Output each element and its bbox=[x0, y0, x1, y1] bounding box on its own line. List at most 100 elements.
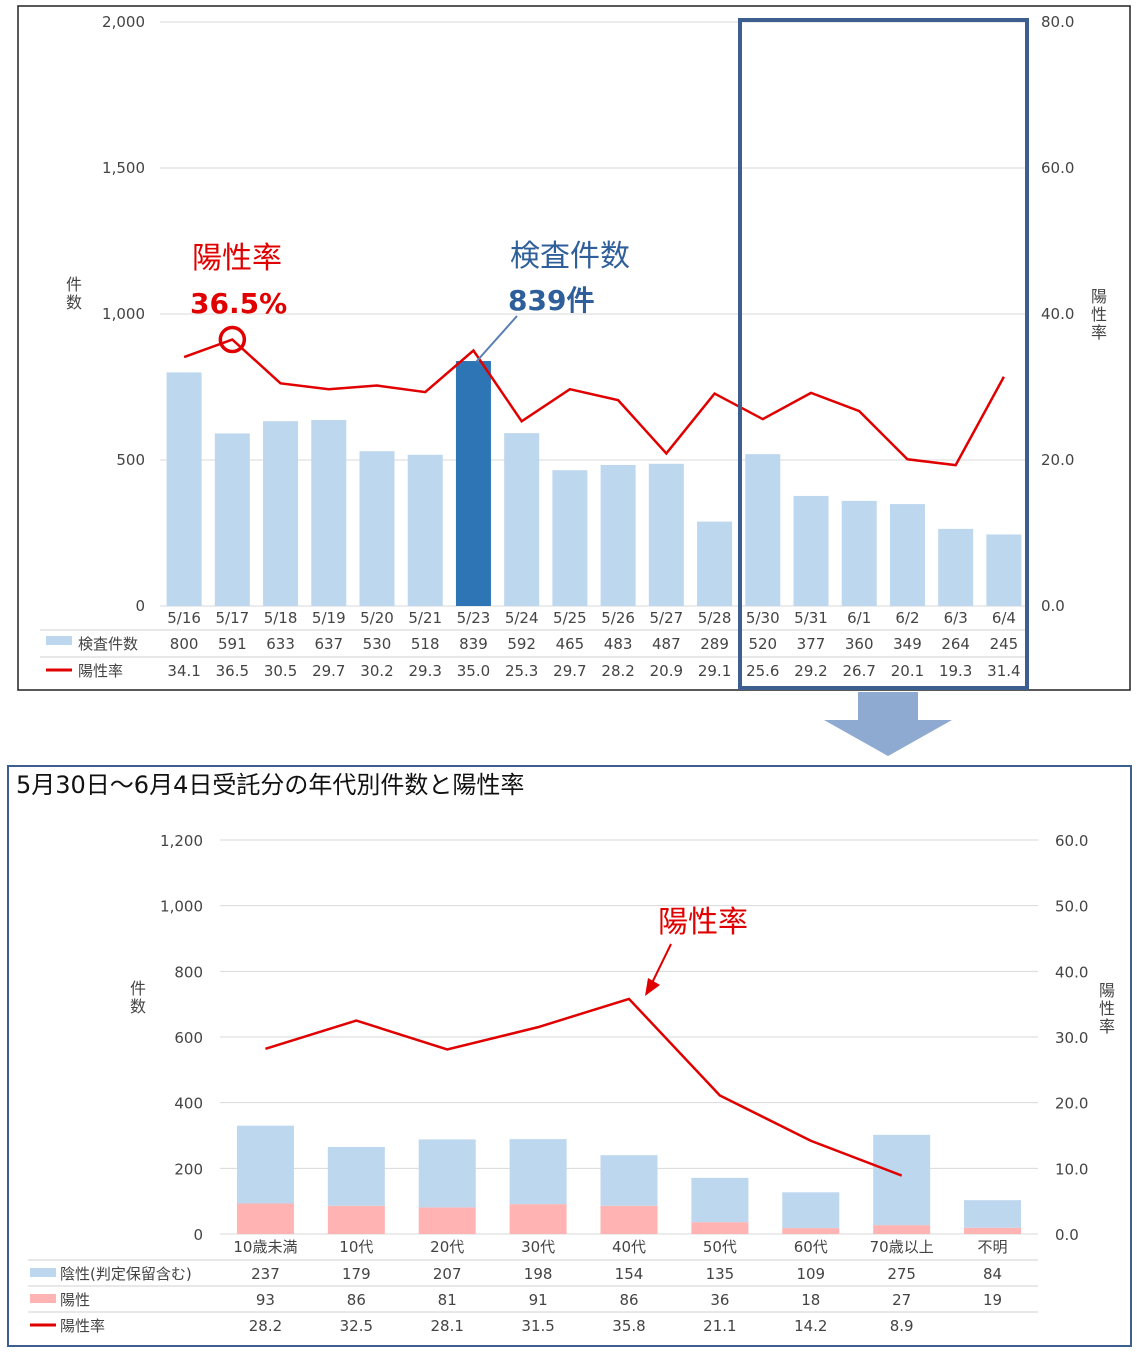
bottom-bar-negative bbox=[964, 1200, 1022, 1228]
bottom-bar-positive bbox=[418, 1207, 476, 1234]
bottom-rate-cell: 14.2 bbox=[794, 1317, 827, 1335]
top-category-label: 5/21 bbox=[408, 609, 442, 627]
top-category-label: 5/30 bbox=[746, 609, 780, 627]
top-rate-cell: 30.5 bbox=[264, 662, 297, 680]
bottom-positive-cell: 91 bbox=[529, 1291, 548, 1309]
top-category-label: 5/18 bbox=[264, 609, 298, 627]
top-data-table: 5/16 800 34.1 5/17 591 36.5 5/18 633 30.5 5/19 637… bbox=[40, 609, 1028, 680]
top-rate-cell: 20.9 bbox=[650, 662, 683, 680]
top-bar bbox=[263, 421, 299, 606]
top-rate-cell: 25.3 bbox=[505, 662, 538, 680]
top-count-cell: 264 bbox=[941, 635, 970, 653]
bottom-category-label: 40代 bbox=[612, 1238, 646, 1256]
bottom-category-label: 20代 bbox=[430, 1238, 464, 1256]
bottom-rate-cell: 28.2 bbox=[249, 1317, 282, 1335]
bottom-left-tick-label: 600 bbox=[174, 1029, 203, 1047]
bottom-left-tick-label: 800 bbox=[174, 963, 203, 981]
bottom-bar-negative bbox=[509, 1139, 567, 1205]
top-count-cell: 349 bbox=[893, 635, 922, 653]
bottom-legend-positive-label: 陽性 bbox=[60, 1291, 90, 1309]
top-category-label: 6/2 bbox=[895, 609, 919, 627]
bottom-rate-cell: 35.8 bbox=[612, 1317, 645, 1335]
bottom-rate-polyline bbox=[265, 997, 903, 1177]
bottom-bar-negative bbox=[691, 1177, 749, 1223]
top-rate-cell: 34.1 bbox=[167, 662, 200, 680]
top-rate-polyline bbox=[183, 338, 1005, 467]
bottom-right-tick-label: 30.0 bbox=[1055, 1029, 1088, 1047]
bottom-rate-cell: 8.9 bbox=[890, 1317, 914, 1335]
top-count-cell: 800 bbox=[170, 635, 199, 653]
bottom-chart-frame bbox=[7, 765, 1132, 1347]
bottom-category-label: 30代 bbox=[521, 1238, 555, 1256]
top-rate-cell: 29.7 bbox=[312, 662, 345, 680]
top-rate-cell: 30.2 bbox=[360, 662, 393, 680]
top-category-label: 5/25 bbox=[553, 609, 587, 627]
bottom-positive-cell: 81 bbox=[438, 1291, 457, 1309]
bottom-bar-positive bbox=[600, 1205, 658, 1234]
bottom-bar-negative bbox=[418, 1139, 476, 1208]
bottom-bar-positive bbox=[691, 1222, 749, 1234]
top-count-cell: 530 bbox=[363, 635, 392, 653]
bottom-rate-cell: 31.5 bbox=[521, 1317, 554, 1335]
top-bar bbox=[455, 361, 491, 606]
top-category-label: 5/28 bbox=[698, 609, 732, 627]
top-bar bbox=[697, 521, 733, 606]
top-bar bbox=[214, 433, 250, 606]
bottom-legend-rate-label: 陽性率 bbox=[60, 1317, 105, 1335]
top-legend-count-label: 検査件数 bbox=[78, 635, 138, 653]
bottom-left-tick-label: 200 bbox=[174, 1160, 203, 1178]
bottom-rate-cell: 21.1 bbox=[703, 1317, 736, 1335]
top-bar bbox=[841, 500, 877, 606]
bottom-positive-cell: 86 bbox=[619, 1291, 638, 1309]
top-bar bbox=[889, 504, 925, 606]
bottom-bar-negative bbox=[236, 1125, 294, 1204]
highlight-box-5-30-to-6-4 bbox=[738, 18, 1029, 690]
bottom-bar-positive bbox=[964, 1227, 1022, 1234]
top-bar bbox=[600, 464, 636, 606]
top-bar bbox=[166, 372, 202, 606]
top-count-cell: 591 bbox=[218, 635, 247, 653]
top-rate-cell: 19.3 bbox=[939, 662, 972, 680]
top-bar bbox=[359, 451, 395, 606]
top-category-label: 5/17 bbox=[215, 609, 249, 627]
bottom-annotation-pointer bbox=[651, 943, 672, 984]
bottom-category-label: 60代 bbox=[794, 1238, 828, 1256]
bottom-category-label: 不明 bbox=[978, 1238, 1008, 1256]
bottom-bar-positive bbox=[509, 1204, 567, 1234]
top-right-tick-label: 80.0 bbox=[1041, 13, 1074, 31]
top-legend-rate-label: 陽性率 bbox=[78, 662, 123, 680]
bottom-right-axis-label-text: 陽性率 bbox=[1099, 981, 1115, 1036]
annotation-count-pointer bbox=[475, 315, 518, 363]
top-rate-cell: 26.7 bbox=[843, 662, 876, 680]
bottom-category-label: 70歳以上 bbox=[870, 1238, 934, 1256]
bottom-negative-cell: 237 bbox=[251, 1265, 280, 1283]
top-legend-bar-swatch bbox=[46, 636, 72, 645]
top-category-label: 5/27 bbox=[649, 609, 683, 627]
top-left-axis-label-text: 件数 bbox=[66, 275, 82, 312]
bottom-bar-positive bbox=[236, 1203, 294, 1234]
top-right-tick-label: 40.0 bbox=[1041, 305, 1074, 323]
top-bar bbox=[938, 528, 974, 606]
bottom-negative-cell: 275 bbox=[887, 1265, 916, 1283]
top-right-axis-label-text: 陽性率 bbox=[1091, 287, 1107, 342]
top-bar bbox=[407, 454, 443, 606]
bottom-negative-cell: 207 bbox=[433, 1265, 462, 1283]
top-rate-cell: 29.3 bbox=[409, 662, 442, 680]
bottom-legend-negative-label: 陰性(判定保留含む) bbox=[60, 1265, 192, 1283]
bottom-annotation-arrowhead bbox=[645, 978, 660, 996]
bottom-legend-negative-swatch bbox=[30, 1268, 56, 1277]
top-count-cell: 520 bbox=[748, 635, 777, 653]
top-rate-cell: 36.5 bbox=[216, 662, 249, 680]
top-count-cell: 633 bbox=[266, 635, 295, 653]
bottom-right-tick-label: 0.0 bbox=[1055, 1226, 1079, 1244]
top-bar bbox=[504, 433, 540, 606]
top-category-label: 5/20 bbox=[360, 609, 394, 627]
bottom-positive-cell: 18 bbox=[801, 1291, 820, 1309]
bottom-rate-cell: 32.5 bbox=[340, 1317, 373, 1335]
top-count-cell: 637 bbox=[314, 635, 343, 653]
bottom-bar-positive bbox=[327, 1205, 385, 1234]
top-category-label: 5/31 bbox=[794, 609, 828, 627]
top-rate-cell: 29.1 bbox=[698, 662, 731, 680]
down-arrow-icon bbox=[824, 692, 952, 756]
top-category-label: 6/1 bbox=[847, 609, 871, 627]
